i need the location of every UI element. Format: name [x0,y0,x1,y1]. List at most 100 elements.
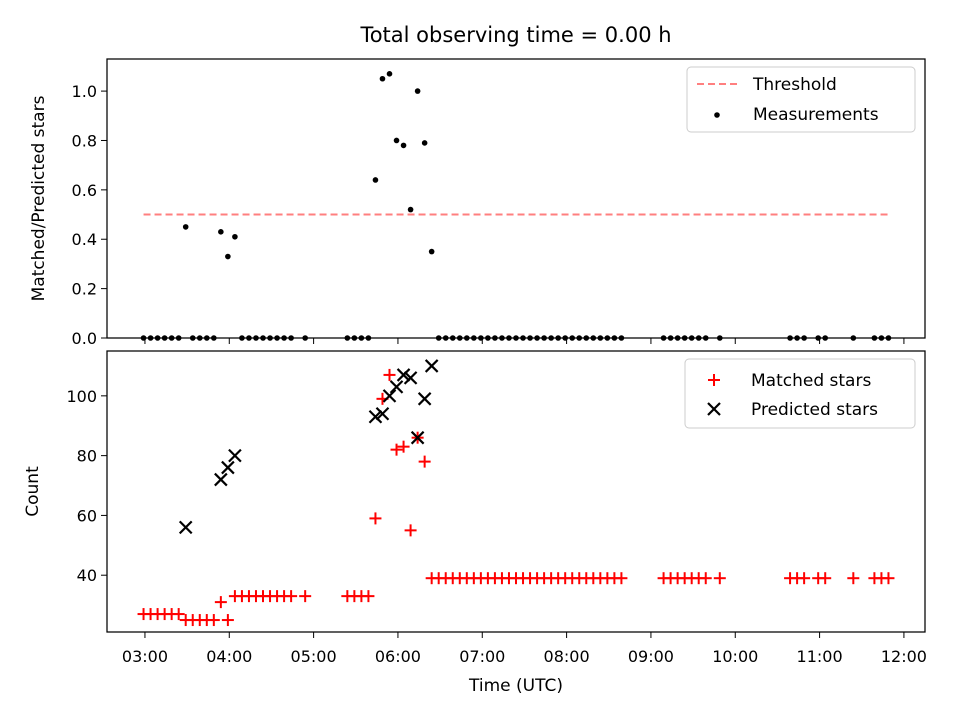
predicted-star-point [375,406,390,421]
measurement-point [541,335,547,341]
x-tick-label: 10:00 [712,647,758,666]
measurement-point [590,335,597,341]
legend-matched-label: Matched stars [751,371,871,391]
measurement-point [351,335,358,341]
measurement-point [225,253,231,260]
cross-b [221,460,235,475]
legend-measurements-label: Measurements [753,105,879,125]
x-tick-label: 04:00 [206,647,252,666]
measurement-point [379,75,386,82]
measurement-point [618,335,625,341]
predicted-star-point [396,368,411,382]
measurement-point [175,335,182,341]
measurement-point [182,224,189,230]
y-tick-label: 1.0 [72,82,97,101]
measurement-point [548,335,554,341]
matched-star-point [847,572,860,585]
measurement-point [674,335,681,341]
measurement-point [260,335,266,341]
measurement-point [442,335,449,341]
measurement-point [506,335,512,341]
measurement-point [154,335,161,341]
y-tick-label: 60 [77,506,97,525]
chart-title: Total observing time = 0.00 h [359,23,671,47]
measurement-point [695,335,702,341]
x-tick-label: 06:00 [375,647,421,666]
predicted-star-point [417,392,432,406]
matched-star-point [299,590,312,603]
measurement-point [281,335,287,341]
measurement-point [464,335,470,341]
legend-box [684,358,916,429]
measurement-point [569,335,576,341]
measurement-point [667,335,674,341]
measurement-point [456,335,463,341]
measurement-point [246,335,252,341]
cross-b [228,448,242,463]
matched-star-point [819,572,832,585]
bottom-panel: 03:00 04:00 05:00 06:00 07:00 08:00 09:00 10:00… [23,350,927,696]
matched-star-point [207,614,220,627]
measurement-point [428,248,435,255]
y-tick-label: 0.6 [72,181,97,200]
predicted-star-point [368,409,383,424]
measurement-point [218,229,224,235]
y-tick-label: 0.8 [72,131,97,150]
bottom-legend: Matched stars Predicted stars [684,358,916,429]
matched-star-point [713,572,726,585]
measurement-point [471,335,477,341]
legend-measurements-swatch [714,112,720,118]
measurement-point [203,335,210,341]
matched-star-point [390,443,403,456]
measurement-point [822,335,829,341]
measurement-point [681,335,688,341]
measurement-point [801,335,807,341]
matched-star-point [214,596,227,609]
measurement-point [344,335,351,341]
x-tick-label: 11:00 [797,647,843,666]
measurement-point [393,137,400,144]
measurement-point [400,142,407,149]
measurement-point [885,335,892,341]
measurement-point [161,335,168,341]
measurement-point [189,335,196,341]
y-tick-label: 0.4 [72,230,97,249]
cross-b [403,371,418,385]
measurement-point [421,140,428,146]
top-panel: 0.0 0.2 0.4 0.6 0.8 1.0 Matched/Predicted sta… [29,58,926,348]
matched-star-point [615,572,628,585]
y-tick-label: 0.0 [72,329,97,348]
measurement-point [435,335,442,341]
measurement-point [478,335,484,341]
predicted-star-point [214,472,228,487]
measurement-point [534,335,540,341]
x-tick-label: 12:00 [881,647,927,666]
matched-star-point [369,512,382,525]
top-legend: Threshold Measurements [686,66,916,133]
measurement-point [232,233,238,240]
x-axis-label: Time (UTC) [468,676,563,696]
measurement-point [253,335,259,341]
legend-box [686,66,916,133]
cross-b [178,520,193,535]
predicted-star-point [389,380,404,394]
matched-star-point [418,455,431,468]
x-tick-label: 09:00 [628,647,674,666]
measurement-point [147,335,154,341]
x-tick-label: 05:00 [291,647,337,666]
measurement-point [520,335,526,341]
cross-b [214,472,228,487]
measurement-point [878,335,885,341]
measurement-point [267,335,273,341]
matched-star-point [285,590,298,603]
measurement-point [604,335,611,341]
predicted-star-point [403,371,418,385]
cross-b [375,406,390,421]
top-y-axis-label: Matched/Predicted stars [29,95,49,301]
measurement-point [196,335,203,341]
matched-star-point [383,368,396,381]
measurement-point [562,335,568,341]
cross-b [389,380,404,394]
measurement-point [274,335,280,341]
